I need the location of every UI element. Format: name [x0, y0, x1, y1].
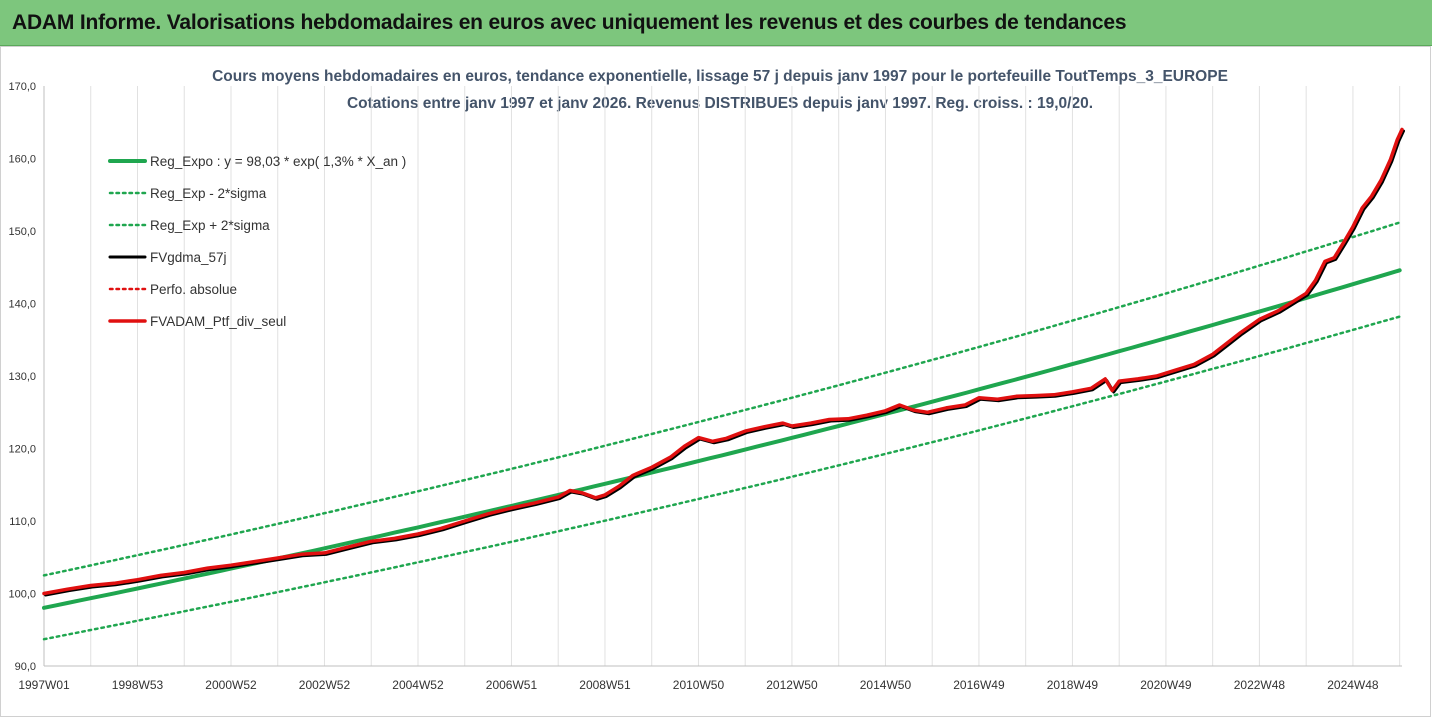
line-chart: Cours moyens hebdomadaires en euros, ten… [0, 46, 1431, 717]
y-tick-label: 130,0 [8, 371, 36, 383]
report-title: ADAM Informe. Valorisations hebdomadaire… [12, 11, 1127, 34]
chart-title: Cours moyens hebdomadaires en euros, ten… [212, 68, 1228, 85]
x-tick-label: 2004W52 [392, 678, 444, 692]
y-tick-label: 100,0 [8, 589, 36, 601]
y-tick-label: 170,0 [8, 81, 36, 93]
legend-label: Perfo. absolue [150, 282, 237, 297]
y-tick-label: 160,0 [8, 154, 36, 166]
series-layer [42, 127, 1405, 641]
y-tick-label: 90,0 [15, 661, 36, 673]
legend: Reg_Expo : y = 98,03 * exp( 1,3% * X_an … [108, 154, 406, 329]
axes: 90,0 100,0 110,0 120,0 130,0 140,0 150,0 160,0 1… [8, 81, 1402, 692]
x-tick-label: 2016W49 [953, 678, 1005, 692]
y-tick-label: 110,0 [9, 516, 36, 528]
x-tick-label: 2000W52 [205, 678, 257, 692]
x-tick-label: 2002W52 [299, 678, 351, 692]
legend-label: Reg_Expo : y = 98,03 * exp( 1,3% * X_an … [150, 154, 406, 169]
x-tick-label: 1997W01 [18, 678, 70, 692]
legend-label: Reg_Exp - 2*sigma [150, 186, 267, 201]
x-tick-label: 2010W50 [673, 678, 725, 692]
x-tick-label: 2020W49 [1140, 678, 1192, 692]
series-line-reg-exp-2-sigma [42, 221, 1401, 577]
grid-lines [90, 86, 1401, 666]
legend-label: FVADAM_Ptf_div_seul [150, 314, 286, 329]
chart-border [0, 46, 1431, 717]
legend-label: FVgdma_57j [150, 250, 227, 265]
chart-subtitle: Cotations entre janv 1997 et janv 2026. … [347, 95, 1093, 112]
legend-label: Reg_Exp + 2*sigma [150, 218, 270, 233]
x-tick-label: 2012W50 [766, 678, 818, 692]
y-tick-label: 120,0 [8, 444, 36, 456]
x-tick-label: 2014W50 [860, 678, 912, 692]
x-tick-label: 2024W48 [1327, 678, 1379, 692]
x-tick-label: 2006W51 [486, 678, 538, 692]
x-tick-label: 1998W53 [112, 678, 164, 692]
header-banner: ADAM Informe. Valorisations hebdomadaire… [0, 0, 1432, 46]
y-tick-label: 150,0 [8, 226, 36, 238]
x-tick-label: 2022W48 [1234, 678, 1286, 692]
x-tick-label: 2018W49 [1047, 678, 1099, 692]
chart-area: Cours moyens hebdomadaires en euros, ten… [0, 46, 1432, 718]
x-tick-label: 2008W51 [579, 678, 631, 692]
series-line-reg-exp-2-sigma [42, 315, 1401, 641]
series-line-perfo-absolue [42, 128, 1404, 595]
y-tick-label: 140,0 [8, 299, 36, 311]
